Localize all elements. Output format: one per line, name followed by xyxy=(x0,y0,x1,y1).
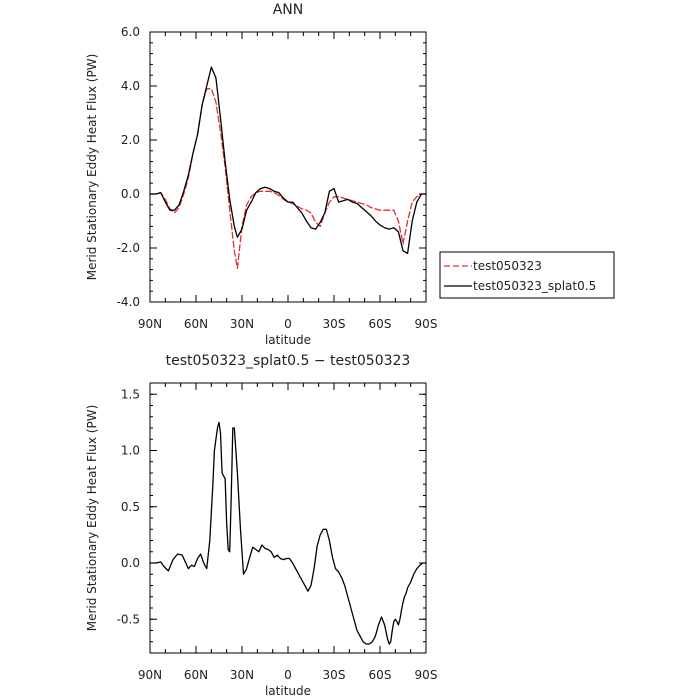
chart-title: test050323_splat0.5 − test050323 xyxy=(166,353,411,369)
x-axis-label: latitude xyxy=(265,333,311,347)
x-tick-label: 60S xyxy=(369,668,392,682)
x-tick-label: 90N xyxy=(138,668,162,682)
series-line-1 xyxy=(149,88,427,269)
x-tick-label: 90N xyxy=(138,317,162,331)
legend-box xyxy=(439,251,615,299)
x-tick-label: 60N xyxy=(184,317,208,331)
y-tick-label: 2.0 xyxy=(121,133,140,147)
x-tick-label: 60N xyxy=(184,668,208,682)
x-tick-label: 0 xyxy=(284,668,292,682)
y-tick-label: 1.5 xyxy=(121,387,140,401)
plot-frame xyxy=(149,31,427,303)
y-tick-label: -0.5 xyxy=(117,612,140,626)
x-tick-label: 0 xyxy=(284,317,292,331)
legend: test050323 test050323_splat0.5 xyxy=(439,251,615,299)
x-tick-label: 30S xyxy=(323,668,346,682)
y-tick-label: -4.0 xyxy=(117,295,140,309)
y-tick-label: 0.0 xyxy=(121,556,140,570)
x-axis-label: latitude xyxy=(265,684,311,698)
y-tick-label: 0.0 xyxy=(121,187,140,201)
plot-frame xyxy=(149,382,427,654)
y-tick-label: 0.5 xyxy=(121,500,140,514)
chart-title: ANN xyxy=(273,2,304,18)
series-line-1 xyxy=(149,421,427,645)
x-tick-label: 60S xyxy=(369,317,392,331)
x-tick-label: 90S xyxy=(415,668,438,682)
y-axis-label: Merid Stationary Eddy Heat Flux (PW) xyxy=(85,405,99,632)
legend-label-1: test050323 xyxy=(473,259,542,273)
y-tick-label: -2.0 xyxy=(117,241,140,255)
y-tick-label: 4.0 xyxy=(121,79,140,93)
series-line-2 xyxy=(149,66,427,255)
chart-panel-2 xyxy=(149,382,427,654)
x-tick-label: 30S xyxy=(323,317,346,331)
chart-panel-1: test050323 test050323_splat0.5 xyxy=(149,31,615,303)
legend-label-2: test050323_splat0.5 xyxy=(473,279,596,293)
y-tick-label: 6.0 xyxy=(121,25,140,39)
x-tick-label: 30N xyxy=(230,668,254,682)
x-tick-label: 30N xyxy=(230,317,254,331)
y-tick-label: 1.0 xyxy=(121,444,140,458)
y-axis-label: Merid Stationary Eddy Heat Flux (PW) xyxy=(85,54,99,281)
x-tick-label: 90S xyxy=(415,317,438,331)
